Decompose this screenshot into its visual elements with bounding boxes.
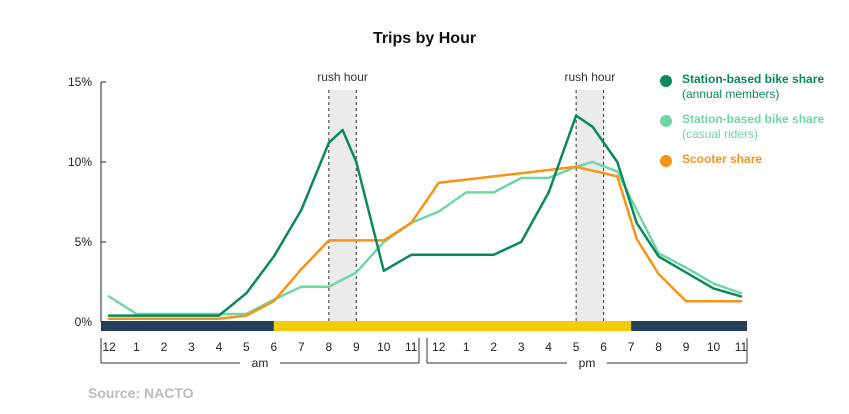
series-lines <box>107 114 743 321</box>
legend-label-scooter-share: Scooter share <box>682 152 763 166</box>
legend: Station-based bike share (annual members… <box>660 72 845 177</box>
x-tick-label: 1 <box>133 340 140 354</box>
legend-item-casual-riders: Station-based bike share (casual riders) <box>660 112 845 142</box>
band-night <box>101 321 274 331</box>
x-tick-label: 10 <box>377 340 391 354</box>
x-tick-label: 7 <box>628 340 635 354</box>
y-axis: 0% 5% 10% 15% <box>68 75 106 329</box>
x-tick-label: 10 <box>707 340 721 354</box>
x-tick-label: 11 <box>735 340 748 354</box>
x-tick-label: 2 <box>490 340 497 354</box>
x-tick-label: 9 <box>353 340 360 354</box>
x-tick-label: 5 <box>243 340 250 354</box>
y-tick-label: 15% <box>68 75 92 89</box>
legend-item-annual-members: Station-based bike share (annual members… <box>660 72 845 102</box>
chart-title: Trips by Hour <box>372 30 477 47</box>
x-tick-label: 8 <box>655 340 662 354</box>
source-note: Source: NACTO <box>88 385 194 401</box>
legend-marker-scooter-share <box>660 155 672 167</box>
x-tick-label: 12 <box>102 340 116 354</box>
x-tick-label: 4 <box>216 340 223 354</box>
x-tick-label: 11 <box>405 340 418 354</box>
rush-hour-band <box>328 90 357 322</box>
period-label: pm <box>579 356 596 370</box>
y-tick-label: 10% <box>68 155 92 169</box>
day-night-band <box>101 321 747 331</box>
x-tick-label: 5 <box>573 340 580 354</box>
band-night <box>631 321 747 331</box>
legend-label-casual-riders: Station-based bike share <box>682 112 825 126</box>
x-tick-label: 4 <box>545 340 552 354</box>
x-tick-label: 8 <box>325 340 332 354</box>
rush-hour-label: rush hour <box>565 70 616 84</box>
rush-hour-shading: rush hour rush hour <box>317 70 615 322</box>
band-day <box>273 321 632 331</box>
x-tick-label: 3 <box>518 340 525 354</box>
x-tick-label: 2 <box>161 340 168 354</box>
series-line-2 <box>107 165 743 321</box>
period-label: am <box>252 356 269 370</box>
legend-sublabel-casual-riders: (casual riders) <box>682 127 759 141</box>
legend-marker-casual-riders <box>660 115 672 127</box>
x-tick-label: 12 <box>432 340 446 354</box>
x-tick-label: 1 <box>463 340 470 354</box>
y-tick-label: 5% <box>75 235 93 249</box>
x-tick-label: 7 <box>298 340 305 354</box>
x-tick-label: 6 <box>600 340 607 354</box>
legend-label-annual-members: Station-based bike share <box>682 72 825 86</box>
rush-hour-label: rush hour <box>317 70 368 84</box>
x-tick-label: 9 <box>683 340 690 354</box>
series-line-0 <box>107 114 743 317</box>
x-tick-label: 6 <box>271 340 278 354</box>
legend-sublabel-annual-members: (annual members) <box>682 87 780 101</box>
legend-item-scooter-share: Scooter share <box>660 152 845 167</box>
legend-marker-annual-members <box>660 75 672 87</box>
y-tick-label: 0% <box>75 315 93 329</box>
rush-hour-band <box>576 90 604 322</box>
x-tick-label: 3 <box>188 340 195 354</box>
